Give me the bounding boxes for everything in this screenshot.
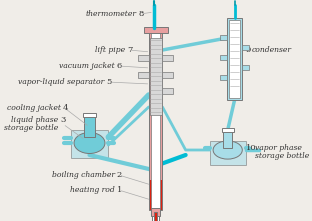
Bar [227,18,242,100]
Text: boiling chamber: boiling chamber [52,171,115,179]
Bar [139,55,149,61]
Ellipse shape [74,133,105,154]
Bar [220,35,227,40]
Bar [83,113,96,117]
Text: storage bottle: storage bottle [255,152,310,160]
Bar [222,128,234,132]
Bar [71,130,108,158]
Text: condenser: condenser [252,46,292,54]
Bar [220,75,227,80]
Text: vacuum jacket: vacuum jacket [60,62,115,70]
Bar [210,141,246,165]
Text: 4: 4 [63,104,68,112]
Text: 1: 1 [117,186,122,194]
Text: 2: 2 [117,171,122,179]
Bar [151,208,160,216]
Text: liquid phase: liquid phase [12,116,59,124]
Bar [242,65,249,70]
Ellipse shape [213,141,242,159]
Text: vapor phase: vapor phase [255,144,302,152]
Bar [154,212,157,221]
Bar [229,20,240,98]
Text: 3: 3 [60,116,66,124]
Text: vapor-liquid separator: vapor-liquid separator [18,78,104,86]
Text: lift pipe: lift pipe [95,46,125,54]
Bar [151,32,160,208]
Bar [163,88,173,94]
Bar [149,30,163,210]
Text: 6: 6 [117,62,122,70]
Text: cooling jacket: cooling jacket [7,104,61,112]
Bar [139,72,149,78]
Bar [242,45,249,50]
Text: 8: 8 [139,10,144,18]
Bar [149,38,162,115]
Bar [223,130,232,148]
Text: 7: 7 [127,46,133,54]
Text: storage bottle: storage bottle [4,124,59,132]
Bar [163,55,173,61]
Bar [149,180,162,210]
Text: thermometer: thermometer [86,10,137,18]
Bar [220,55,227,60]
Text: heating rod: heating rod [71,186,115,194]
Bar [152,210,159,221]
Text: 10: 10 [246,144,256,152]
Bar [144,27,168,33]
Text: 9: 9 [246,46,251,54]
Bar [163,72,173,78]
Bar [84,115,95,137]
Text: 5: 5 [106,78,111,86]
